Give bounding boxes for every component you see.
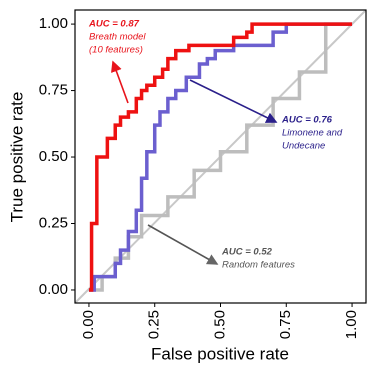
x-axis-title: False positive rate xyxy=(151,344,289,363)
roc-curve xyxy=(88,22,353,292)
annotation-arrow xyxy=(147,224,219,265)
roc-curve xyxy=(88,22,353,292)
y-axis-title: True positive rate xyxy=(7,92,26,223)
annotation-text: Undecane xyxy=(282,141,325,152)
plot-border xyxy=(74,9,367,304)
annotation-text: Limonene and xyxy=(282,128,343,139)
roc-curve xyxy=(88,22,353,292)
annotation-arrow xyxy=(189,79,278,123)
x-tick-label: 0.00 xyxy=(80,310,97,339)
annotation-text: Random features xyxy=(222,260,295,271)
annotation-text: AUC = 0.76 xyxy=(281,115,333,126)
x-tick-label: 0.25 xyxy=(146,310,163,339)
y-tick-label: 0.00 xyxy=(39,281,68,298)
x-tick-label: 0.50 xyxy=(211,310,228,339)
x-tick-label: 0.75 xyxy=(277,310,294,339)
x-tick-label: 1.00 xyxy=(343,310,360,339)
y-tick-label: 0.25 xyxy=(39,214,68,231)
annotation-text: (10 features) xyxy=(89,45,143,56)
y-tick-label: 1.00 xyxy=(39,15,68,32)
y-tick-label: 0.50 xyxy=(39,148,68,165)
annotation-arrow xyxy=(111,60,129,104)
annotation-text: Breath model xyxy=(89,32,146,43)
annotation-text: AUC = 0.52 xyxy=(221,247,273,258)
y-tick-label: 0.75 xyxy=(39,82,68,99)
annotation-text: AUC = 0.87 xyxy=(88,19,140,30)
